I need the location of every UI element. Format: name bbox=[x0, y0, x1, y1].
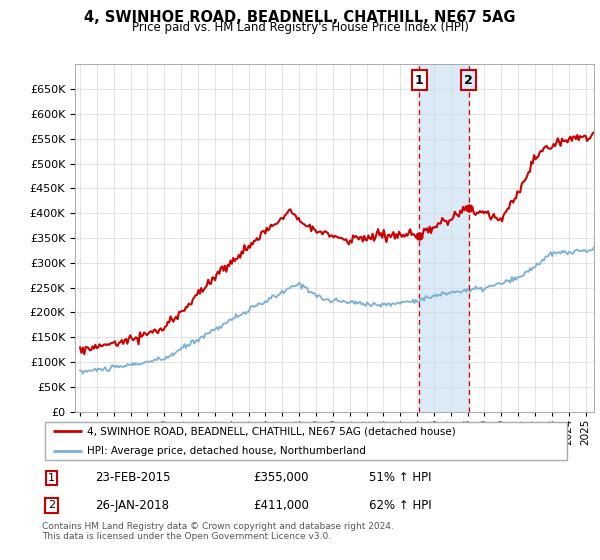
Text: 2: 2 bbox=[464, 73, 473, 87]
Text: £411,000: £411,000 bbox=[253, 499, 309, 512]
Text: 4, SWINHOE ROAD, BEADNELL, CHATHILL, NE67 5AG (detached house): 4, SWINHOE ROAD, BEADNELL, CHATHILL, NE6… bbox=[87, 426, 455, 436]
Text: 26-JAN-2018: 26-JAN-2018 bbox=[95, 499, 169, 512]
Text: 2: 2 bbox=[48, 501, 55, 510]
Text: 62% ↑ HPI: 62% ↑ HPI bbox=[370, 499, 432, 512]
Text: Contains HM Land Registry data © Crown copyright and database right 2024.
This d: Contains HM Land Registry data © Crown c… bbox=[42, 522, 394, 542]
Text: 23-FEB-2015: 23-FEB-2015 bbox=[95, 472, 170, 484]
Text: 4, SWINHOE ROAD, BEADNELL, CHATHILL, NE67 5AG: 4, SWINHOE ROAD, BEADNELL, CHATHILL, NE6… bbox=[84, 10, 516, 25]
FancyBboxPatch shape bbox=[44, 422, 568, 460]
Text: Price paid vs. HM Land Registry's House Price Index (HPI): Price paid vs. HM Land Registry's House … bbox=[131, 21, 469, 34]
Text: £355,000: £355,000 bbox=[253, 472, 309, 484]
Text: 1: 1 bbox=[48, 473, 55, 483]
Text: 51% ↑ HPI: 51% ↑ HPI bbox=[370, 472, 432, 484]
Bar bbox=[419, 64, 469, 412]
Text: HPI: Average price, detached house, Northumberland: HPI: Average price, detached house, Nort… bbox=[87, 446, 366, 456]
Text: 1: 1 bbox=[415, 73, 424, 87]
